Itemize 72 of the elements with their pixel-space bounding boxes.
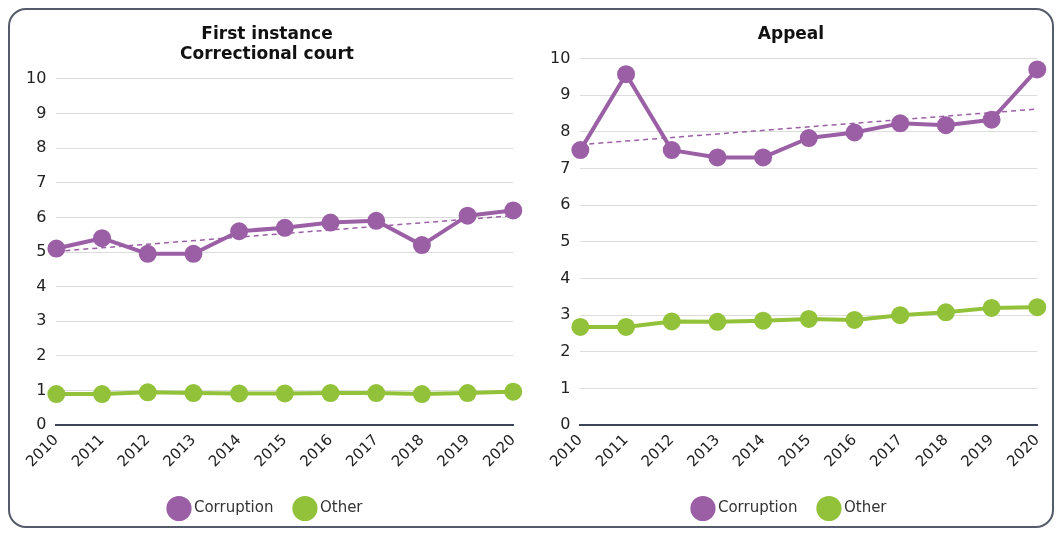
y-tick-label: 1: [560, 377, 571, 397]
y-tick-label: 1: [36, 379, 47, 399]
chart-title: Appeal: [757, 22, 825, 43]
y-tick-label: 6: [560, 194, 571, 214]
point: [708, 148, 727, 167]
point: [571, 141, 590, 160]
legend-label: Corruption: [193, 498, 274, 517]
point: [275, 384, 294, 403]
point: [138, 244, 157, 263]
point: [230, 384, 249, 403]
point: [230, 222, 249, 241]
point: [845, 310, 864, 329]
legend-label: Other: [843, 498, 888, 517]
point: [617, 65, 636, 84]
point: [321, 384, 340, 403]
point: [845, 123, 864, 142]
point: [412, 236, 431, 255]
point: [799, 309, 818, 328]
point: [891, 114, 910, 133]
y-tick-label: 7: [36, 171, 47, 191]
y-tick-label: 9: [36, 102, 47, 122]
y-tick-label: 9: [560, 84, 571, 104]
legend-label: Other: [319, 498, 364, 517]
point: [504, 201, 523, 220]
point: [321, 213, 340, 232]
point: [458, 384, 477, 403]
point: [47, 385, 66, 404]
y-tick-label: 4: [560, 267, 571, 287]
point: [93, 385, 112, 404]
y-tick-label: 8: [560, 120, 571, 140]
y-tick-label: 8: [36, 137, 47, 157]
point: [708, 312, 727, 331]
point: [982, 298, 1001, 317]
point: [1028, 60, 1047, 79]
point: [662, 312, 681, 331]
point: [754, 148, 773, 167]
y-tick-label: 5: [36, 241, 47, 261]
point: [412, 385, 431, 404]
point: [504, 382, 523, 401]
y-tick-label: 4: [36, 275, 47, 295]
point: [571, 317, 590, 336]
point: [936, 303, 955, 322]
point: [138, 383, 157, 402]
point: [93, 229, 112, 248]
point: [184, 384, 203, 403]
y-tick-label: 0: [560, 414, 571, 434]
point: [891, 306, 910, 325]
y-tick-label: 6: [36, 206, 47, 226]
y-tick-label: 7: [560, 157, 571, 177]
y-tick-label: 10: [26, 67, 47, 87]
y-tick-label: 2: [560, 341, 571, 361]
y-tick-label: 0: [36, 414, 47, 434]
point: [458, 206, 477, 225]
y-tick-label: 5: [560, 231, 571, 250]
point: [617, 317, 636, 336]
point: [1028, 298, 1047, 317]
point: [662, 141, 681, 160]
y-tick-label: 3: [560, 304, 571, 324]
point: [47, 239, 66, 258]
y-tick-label: 3: [36, 310, 47, 330]
point: [367, 211, 386, 230]
point: [982, 110, 1001, 129]
point: [184, 244, 203, 263]
legend-label: Corruption: [717, 498, 798, 517]
point: [275, 218, 294, 237]
point: [754, 311, 773, 330]
chart-title: First instance Correctional court: [180, 22, 354, 64]
y-tick-label: 2: [36, 345, 47, 365]
point: [936, 116, 955, 135]
y-tick-label: 10: [550, 47, 571, 67]
point: [799, 129, 818, 148]
point: [367, 384, 386, 403]
